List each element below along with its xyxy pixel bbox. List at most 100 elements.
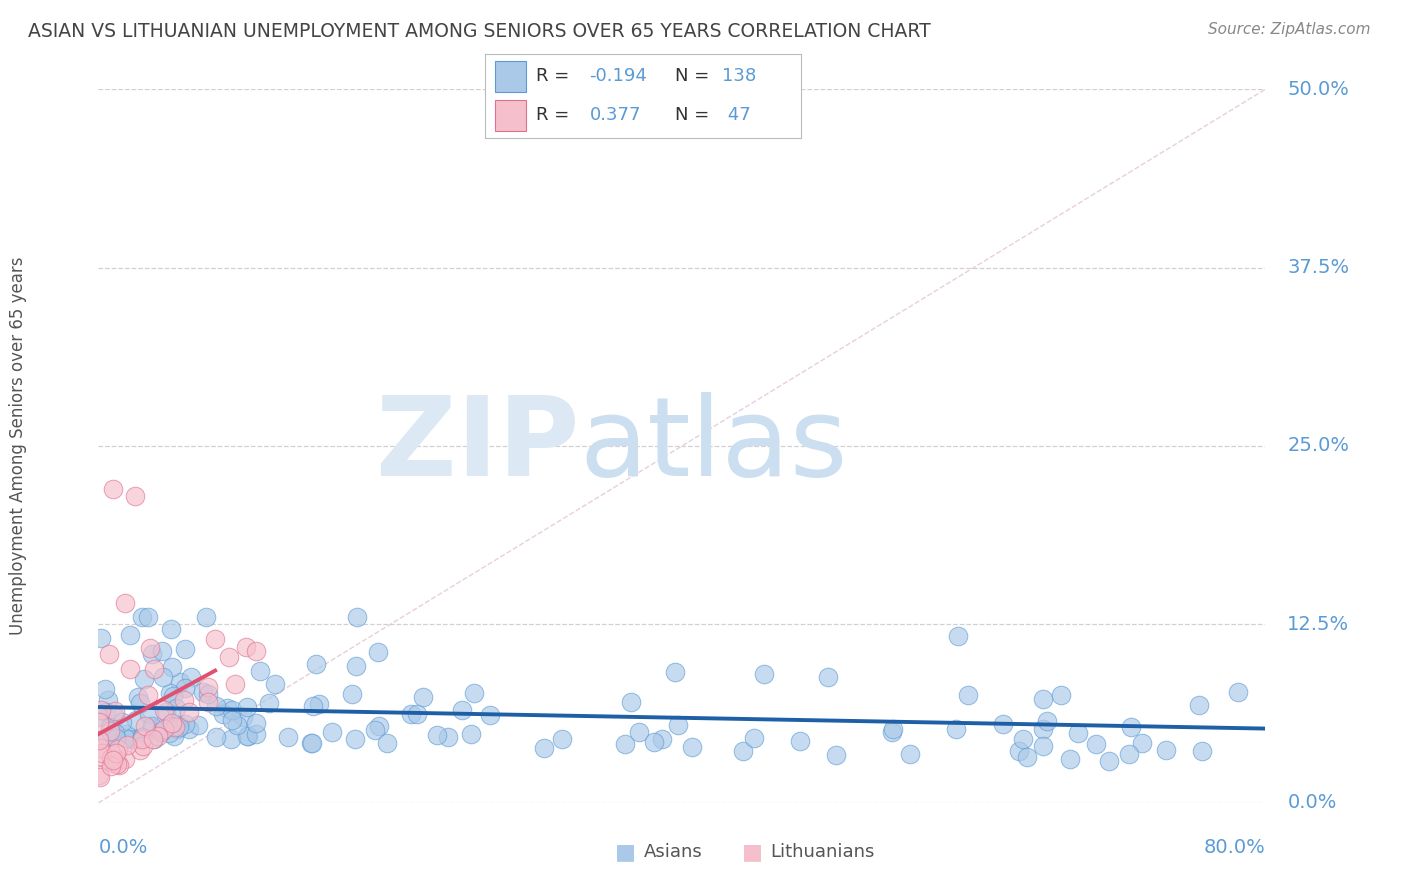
Point — [344, 659, 367, 673]
Point — [221, 702, 243, 716]
Text: ZIP: ZIP — [377, 392, 579, 500]
Point — [1032, 692, 1054, 706]
Point — [277, 731, 299, 745]
Point — [118, 731, 141, 746]
Point — [104, 726, 127, 740]
Point — [180, 671, 202, 685]
Point — [143, 732, 166, 747]
Point — [245, 727, 267, 741]
Text: ASIAN VS LITHUANIAN UNEMPLOYMENT AMONG SENIORS OVER 65 YEARS CORRELATION CHART: ASIAN VS LITHUANIAN UNEMPLOYMENT AMONG S… — [28, 22, 931, 41]
FancyBboxPatch shape — [495, 100, 526, 130]
Point — [124, 489, 146, 503]
Text: R =: R = — [536, 106, 569, 124]
Point — [235, 640, 257, 655]
Point — [115, 727, 138, 741]
Point — [1154, 743, 1177, 757]
Point — [141, 647, 163, 661]
Point — [96, 705, 118, 719]
Point — [155, 705, 177, 719]
Point — [882, 722, 904, 736]
Point — [437, 731, 460, 745]
Point — [166, 722, 188, 736]
Point — [731, 744, 754, 758]
Point — [98, 647, 121, 661]
Point — [162, 689, 184, 703]
Text: 12.5%: 12.5% — [1288, 615, 1350, 634]
Point — [377, 736, 399, 750]
Text: 25.0%: 25.0% — [1288, 436, 1350, 456]
Point — [450, 703, 472, 717]
Point — [114, 752, 136, 766]
Point — [226, 718, 249, 732]
Point — [129, 697, 152, 711]
Point — [98, 724, 121, 739]
Point — [108, 758, 131, 772]
Text: -0.194: -0.194 — [589, 68, 647, 86]
Text: 0.0%: 0.0% — [98, 838, 148, 857]
Point — [114, 596, 136, 610]
Point — [165, 701, 187, 715]
Point — [232, 710, 254, 724]
Point — [752, 667, 775, 681]
Point — [1191, 744, 1213, 758]
Text: 80.0%: 80.0% — [1204, 838, 1265, 857]
Point — [136, 610, 159, 624]
Point — [205, 731, 228, 745]
Point — [344, 731, 367, 746]
Point — [321, 725, 343, 739]
Point — [945, 722, 967, 736]
Point — [159, 686, 181, 700]
Point — [118, 628, 141, 642]
Point — [163, 720, 186, 734]
Point — [89, 740, 111, 755]
Point — [1188, 698, 1211, 712]
Text: Source: ZipAtlas.com: Source: ZipAtlas.com — [1208, 22, 1371, 37]
Point — [104, 704, 127, 718]
Point — [1032, 723, 1054, 737]
Point — [163, 729, 186, 743]
Point — [880, 725, 903, 739]
Point — [125, 713, 148, 727]
Point — [177, 705, 200, 719]
Point — [463, 686, 485, 700]
Point — [1067, 726, 1090, 740]
Text: 50.0%: 50.0% — [1288, 79, 1350, 99]
Point — [628, 725, 651, 739]
Text: atlas: atlas — [579, 392, 848, 500]
Point — [681, 740, 703, 755]
Point — [169, 674, 191, 689]
Point — [204, 632, 226, 646]
Point — [141, 719, 163, 733]
Point — [789, 734, 811, 748]
Point — [245, 644, 267, 658]
Text: ■: ■ — [742, 842, 762, 862]
Point — [149, 723, 172, 738]
Point — [143, 662, 166, 676]
Point — [948, 629, 970, 643]
Point — [111, 715, 134, 730]
Text: 0.377: 0.377 — [589, 106, 641, 124]
Text: 0.0%: 0.0% — [1288, 793, 1337, 813]
Point — [177, 722, 200, 736]
Point — [100, 759, 122, 773]
Point — [89, 733, 111, 747]
Text: N =: N = — [675, 106, 709, 124]
Point — [160, 716, 183, 731]
Text: 47: 47 — [723, 106, 751, 124]
Text: Unemployment Among Seniors over 65 years: Unemployment Among Seniors over 65 years — [10, 257, 27, 635]
Point — [90, 703, 112, 717]
Point — [1011, 732, 1033, 747]
Point — [346, 610, 368, 624]
Point — [104, 746, 127, 760]
Point — [426, 728, 449, 742]
Point — [104, 731, 127, 745]
Point — [131, 731, 153, 746]
Point — [127, 690, 149, 704]
Point — [101, 753, 124, 767]
Point — [139, 641, 162, 656]
Point — [136, 688, 159, 702]
Text: 37.5%: 37.5% — [1288, 258, 1350, 277]
Point — [169, 717, 191, 731]
Point — [107, 742, 129, 756]
Point — [148, 729, 170, 743]
